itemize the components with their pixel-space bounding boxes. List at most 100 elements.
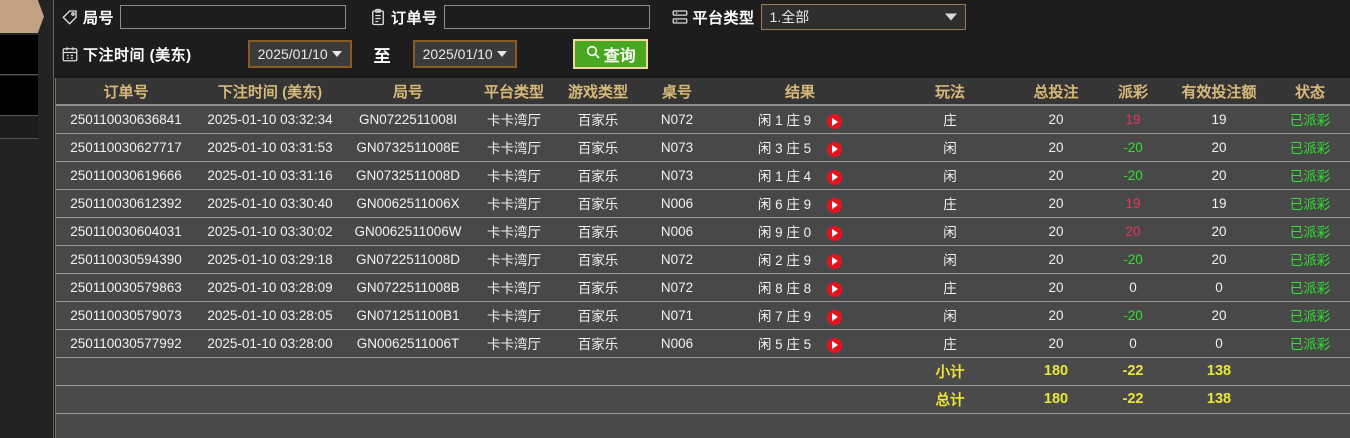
order-no-input[interactable]	[443, 5, 650, 29]
play-replay-icon[interactable]	[827, 253, 843, 269]
table-row[interactable]: 250110030604031 2025-01-10 03:30:02 GN0062…	[56, 216, 1350, 246]
play-replay-icon[interactable]	[827, 141, 843, 157]
table-header-row: 订单号 下注时间 (美东) 局号 平台类型 游戏类型 桌号 结果 玩法 总投注 …	[56, 78, 1350, 106]
table-row[interactable]: 250110030612392 2025-01-10 03:30:40 GN0062…	[56, 188, 1350, 218]
col-platform-type[interactable]: 平台类型	[472, 78, 556, 106]
result-cell: 闲 1 庄 4	[714, 160, 886, 190]
play-replay-icon[interactable]	[827, 281, 843, 297]
summary-empty-cell	[196, 384, 344, 414]
summary-empty-cell	[640, 384, 714, 414]
game-type-cell: 百家乐	[556, 244, 640, 274]
filter-order-no-label: 订单号	[391, 9, 438, 27]
platform-cell: 卡卡湾厅	[472, 272, 556, 302]
summary-valid-bet: 138	[1168, 384, 1270, 414]
total-bet-cell: 20	[1014, 104, 1098, 134]
status-cell: 已派彩	[1270, 104, 1350, 134]
play-replay-icon[interactable]	[827, 225, 843, 241]
payout-cell: -20	[1098, 132, 1168, 162]
sidebar-block-3[interactable]	[0, 117, 38, 139]
result-cell: 闲 3 庄 5	[714, 132, 886, 162]
sidebar-active-tab[interactable]	[0, 0, 44, 33]
sidebar-block-1[interactable]	[0, 35, 38, 75]
valid-bet-cell: 20	[1168, 216, 1270, 246]
order-no-cell: 250110030594390	[56, 244, 196, 274]
blank-cell	[640, 412, 714, 438]
col-total-bet[interactable]: 总投注	[1014, 78, 1098, 106]
filter-bet-time-label: 下注时间 (美东)	[83, 46, 192, 64]
summary-empty-cell	[1270, 356, 1350, 386]
filter-platform-type-label: 平台类型	[692, 9, 755, 27]
col-status[interactable]: 状态	[1270, 78, 1350, 106]
blank-cell	[1168, 412, 1270, 438]
summary-empty-cell	[714, 384, 886, 414]
play-replay-icon[interactable]	[827, 309, 843, 325]
col-valid-bet[interactable]: 有效投注额	[1168, 78, 1270, 106]
col-payout[interactable]: 派彩	[1098, 78, 1168, 106]
platform-cell: 卡卡湾厅	[472, 104, 556, 134]
platform-cell: 卡卡湾厅	[472, 328, 556, 358]
table-row[interactable]: 250110030627717 2025-01-10 03:31:53 GN0732…	[56, 132, 1350, 162]
result-text: 闲 1 庄 9	[757, 113, 812, 129]
payout-cell: 19	[1098, 188, 1168, 218]
game-type-cell: 百家乐	[556, 188, 640, 218]
table-blank-row	[56, 412, 1350, 438]
order-no-cell: 250110030627717	[56, 132, 196, 162]
bet-time-cell: 2025-01-10 03:29:18	[196, 244, 344, 274]
summary-label: 总计	[886, 384, 1014, 414]
round-no-cell: GN0722511008D	[344, 244, 472, 274]
query-button[interactable]: 查询	[572, 39, 648, 69]
status-cell: 已派彩	[1270, 300, 1350, 330]
summary-total-bet: 180	[1014, 356, 1098, 386]
col-bet-time[interactable]: 下注时间 (美东)	[196, 78, 344, 106]
table-row[interactable]: 250110030579863 2025-01-10 03:28:09 GN0722…	[56, 272, 1350, 302]
summary-row: 总计 180 -22 138	[56, 384, 1350, 414]
sidebar-block-2[interactable]	[0, 76, 38, 116]
order-no-cell: 250110030604031	[56, 216, 196, 246]
platform-cell: 卡卡湾厅	[472, 160, 556, 190]
table-row[interactable]: 250110030577992 2025-01-10 03:28:00 GN0062…	[56, 328, 1350, 358]
play-replay-icon[interactable]	[827, 114, 843, 130]
round-no-input[interactable]	[120, 5, 347, 29]
play-replay-icon[interactable]	[827, 337, 843, 353]
chevron-down-icon	[496, 51, 507, 57]
col-game-type[interactable]: 游戏类型	[556, 78, 640, 106]
platform-type-select[interactable]: 1.全部	[760, 4, 966, 30]
col-order-no[interactable]: 订单号	[56, 78, 196, 106]
total-bet-cell: 20	[1014, 216, 1098, 246]
total-bet-cell: 20	[1014, 160, 1098, 190]
table-row[interactable]: 250110030636841 2025-01-10 03:32:34 GN0722…	[56, 104, 1350, 134]
col-play[interactable]: 玩法	[886, 78, 1014, 106]
valid-bet-cell: 20	[1168, 244, 1270, 274]
summary-empty-cell	[472, 356, 556, 386]
table-row[interactable]: 250110030579073 2025-01-10 03:28:05 GN0712…	[56, 300, 1350, 330]
blank-cell	[1098, 412, 1168, 438]
total-bet-cell: 20	[1014, 328, 1098, 358]
col-round-no[interactable]: 局号	[344, 78, 472, 106]
platform-cell: 卡卡湾厅	[472, 300, 556, 330]
play-replay-icon[interactable]	[827, 169, 843, 185]
col-table-no[interactable]: 桌号	[640, 78, 714, 106]
bet-time-from-datepicker[interactable]: 2025/01/10	[247, 40, 352, 68]
table-no-cell: N071	[640, 300, 714, 330]
bet-time-cell: 2025-01-10 03:31:16	[196, 160, 344, 190]
game-type-cell: 百家乐	[556, 132, 640, 162]
results-table-container: 订单号 下注时间 (美东) 局号 平台类型 游戏类型 桌号 结果 玩法 总投注 …	[55, 78, 1350, 438]
table-row[interactable]: 250110030594390 2025-01-10 03:29:18 GN0722…	[56, 244, 1350, 274]
summary-label: 小计	[886, 356, 1014, 386]
valid-bet-cell: 20	[1168, 160, 1270, 190]
bet-time-to-datepicker[interactable]: 2025/01/10	[412, 40, 517, 68]
payout-cell: 0	[1098, 328, 1168, 358]
game-type-cell: 百家乐	[556, 328, 640, 358]
play-replay-icon[interactable]	[827, 197, 843, 213]
blank-cell	[344, 412, 472, 438]
table-no-cell: N073	[640, 132, 714, 162]
filter-round-no-label: 局号	[83, 9, 115, 27]
table-row[interactable]: 250110030619666 2025-01-10 03:31:16 GN0732…	[56, 160, 1350, 190]
platform-cell: 卡卡湾厅	[472, 132, 556, 162]
chevron-down-icon	[331, 51, 342, 57]
status-cell: 已派彩	[1270, 244, 1350, 274]
result-text: 闲 9 庄 0	[757, 225, 812, 240]
col-result[interactable]: 结果	[714, 78, 886, 106]
round-no-cell: GN071251100B1	[344, 300, 472, 330]
